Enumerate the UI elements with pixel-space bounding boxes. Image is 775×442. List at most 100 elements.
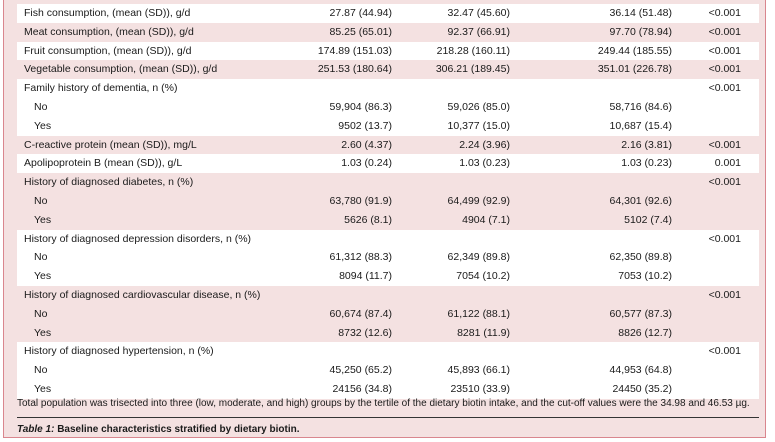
row-label: Meat consumption, (mean (SD)), g/d	[24, 25, 194, 38]
row-label: History of diagnosed diabetes, n (%)	[24, 176, 194, 189]
cell-tertile-3: 44,953 (64.8)	[609, 364, 672, 377]
row-group: C-reactive protein (mean (SD)), mg/L 2.60…	[17, 135, 759, 155]
cell-tertile-2: 4904 (7.1)	[462, 213, 510, 226]
table-row: No 45,250 (65.2) 45,893 (66.1) 44,953 (64.8…	[17, 361, 759, 380]
cell-tertile-3: 36.14 (51.48)	[609, 7, 672, 19]
table-row: Yes 8094 (11.7) 7054 (10.2) 7053 (10.2)	[17, 267, 759, 286]
row-label: History of diagnosed depression disorder…	[24, 232, 252, 245]
table-row: History of diagnosed diabetes, n (%) <0.0…	[17, 173, 759, 192]
row-label: C-reactive protein (mean (SD)), mg/L	[24, 138, 197, 151]
cell-p-value: 0.001	[714, 157, 741, 170]
row-group: History of diagnosed cardiovascular dise…	[17, 285, 759, 343]
cell-tertile-1: 59,904 (86.3)	[329, 100, 392, 113]
caption-divider	[17, 417, 759, 418]
cell-tertile-3: 351.01 (226.78)	[597, 63, 672, 76]
row-group: History of diagnosed diabetes, n (%) <0.0…	[17, 173, 759, 230]
cell-tertile-3: 62,350 (89.8)	[609, 251, 672, 264]
cell-tertile-3: 1.03 (0.23)	[621, 157, 672, 170]
cell-tertile-2: 306.21 (189.45)	[435, 63, 510, 76]
cell-tertile-1: 61,312 (88.3)	[329, 251, 392, 264]
row-label: Yes	[34, 270, 52, 283]
cell-tertile-3: 97.70 (78.94)	[609, 25, 672, 38]
table-row: Yes 9502 (13.7) 10,377 (15.0) 10,687 (15.4)	[17, 117, 759, 136]
row-label: Apolipoprotein B (mean (SD)), g/L	[24, 157, 183, 170]
cell-p-value: <0.001	[708, 25, 741, 38]
row-label: Yes	[34, 119, 52, 132]
cell-tertile-2: 7054 (10.2)	[456, 270, 510, 283]
cell-p-value: <0.001	[708, 63, 741, 76]
cell-tertile-1: 24156 (34.8)	[332, 382, 392, 395]
table-row: Meat consumption, (mean (SD)), g/d 85.25 …	[17, 23, 759, 42]
row-group: Fish consumption, (mean (SD)), g/d 27.87 …	[17, 4, 759, 23]
row-label: No	[34, 307, 48, 320]
cell-p-value: <0.001	[708, 44, 741, 57]
row-group: Family history of dementia, n (%) <0.001 N…	[17, 79, 759, 136]
cell-tertile-2: 23510 (33.9)	[450, 382, 510, 395]
row-label: History of diagnosed hypertension, n (%)	[24, 345, 214, 358]
table-row: Family history of dementia, n (%) <0.001	[17, 79, 759, 98]
cell-tertile-2: 64,499 (92.9)	[447, 194, 510, 207]
cell-tertile-1: 2.60 (4.37)	[341, 138, 392, 151]
row-label: Fruit consumption, (mean (SD)), g/d	[24, 44, 192, 57]
row-label: Fish consumption, (mean (SD)), g/d	[24, 7, 191, 19]
cell-tertile-2: 45,893 (66.1)	[447, 364, 510, 377]
cell-tertile-1: 63,780 (91.9)	[329, 194, 392, 207]
cell-tertile-1: 8094 (11.7)	[339, 270, 392, 283]
cell-tertile-1: 251.53 (180.64)	[317, 63, 392, 76]
table-row: History of diagnosed depression disorder…	[17, 230, 759, 249]
cell-tertile-1: 85.25 (65.01)	[329, 25, 392, 38]
cell-tertile-3: 5102 (7.4)	[624, 213, 672, 226]
cell-tertile-1: 1.03 (0.24)	[341, 157, 392, 170]
row-label: Yes	[34, 213, 52, 226]
cell-p-value: <0.001	[708, 138, 741, 151]
cell-tertile-3: 2.16 (3.81)	[621, 138, 672, 151]
row-label: No	[34, 100, 48, 113]
row-label: No	[34, 194, 48, 207]
table-row: Vegetable consumption, (mean (SD)), g/d 2…	[17, 60, 759, 79]
table-row: No 60,674 (87.4) 61,122 (88.1) 60,577 (87.3…	[17, 305, 759, 324]
cell-tertile-2: 62,349 (89.8)	[447, 251, 510, 264]
cell-p-value: <0.001	[708, 82, 741, 95]
row-group: Fruit consumption, (mean (SD)), g/d 174.8…	[17, 41, 759, 61]
cell-tertile-3: 8826 (12.7)	[618, 326, 672, 339]
row-label: Vegetable consumption, (mean (SD)), g/d	[24, 63, 218, 76]
cell-tertile-2: 8281 (11.9)	[457, 326, 510, 339]
table-row: Fish consumption, (mean (SD)), g/d 27.87 …	[17, 4, 759, 23]
cell-tertile-3: 7053 (10.2)	[618, 270, 672, 283]
cell-tertile-3: 64,301 (92.6)	[609, 194, 672, 207]
table-caption: Table 1: Baseline characteristics strati…	[17, 424, 300, 435]
row-label: No	[34, 251, 48, 264]
table-row: History of diagnosed cardiovascular dise…	[17, 286, 759, 305]
cell-tertile-2: 10,377 (15.0)	[447, 119, 510, 132]
cell-tertile-3: 24450 (35.2)	[612, 382, 672, 395]
table-row: No 59,904 (86.3) 59,026 (85.0) 58,716 (84.6…	[17, 98, 759, 117]
cell-p-value: <0.001	[708, 345, 741, 358]
cell-tertile-1: 5626 (8.1)	[344, 213, 392, 226]
cell-tertile-2: 218.28 (160.11)	[436, 44, 510, 57]
cell-tertile-2: 32.47 (45.60)	[447, 7, 510, 19]
table-row: Fruit consumption, (mean (SD)), g/d 174.8…	[17, 42, 759, 61]
row-group: Meat consumption, (mean (SD)), g/d 85.25 …	[17, 22, 759, 42]
caption-label: Table 1:	[17, 424, 55, 435]
cell-tertile-3: 60,577 (87.3)	[609, 307, 672, 320]
cell-tertile-1: 60,674 (87.4)	[329, 307, 392, 320]
cell-tertile-3: 249.44 (185.55)	[597, 44, 672, 57]
table-row: Yes 5626 (8.1) 4904 (7.1) 5102 (7.4)	[17, 211, 759, 230]
cell-p-value: <0.001	[708, 288, 741, 301]
table-row: C-reactive protein (mean (SD)), mg/L 2.60…	[17, 136, 759, 155]
cell-tertile-2: 59,026 (85.0)	[447, 100, 510, 113]
row-label: History of diagnosed cardiovascular dise…	[24, 288, 261, 301]
table-row: Apolipoprotein B (mean (SD)), g/L 1.03 (0…	[17, 154, 759, 173]
cell-tertile-1: 8732 (12.6)	[338, 326, 392, 339]
row-group: History of diagnosed hypertension, n (%)…	[17, 342, 759, 399]
table-row: History of diagnosed hypertension, n (%)…	[17, 342, 759, 361]
cell-tertile-2: 61,122 (88.1)	[447, 307, 510, 320]
cell-tertile-1: 27.87 (44.94)	[329, 7, 392, 19]
table-footnote: Total population was trisected into thre…	[17, 398, 750, 409]
cell-p-value: <0.001	[708, 232, 741, 245]
cell-tertile-1: 174.89 (151.03)	[317, 44, 392, 57]
cell-tertile-2: 92.37 (66.91)	[447, 25, 510, 38]
row-label: Yes	[34, 326, 52, 339]
row-group: Apolipoprotein B (mean (SD)), g/L 1.03 (0…	[17, 154, 759, 174]
row-group: Vegetable consumption, (mean (SD)), g/d 2…	[17, 60, 759, 80]
